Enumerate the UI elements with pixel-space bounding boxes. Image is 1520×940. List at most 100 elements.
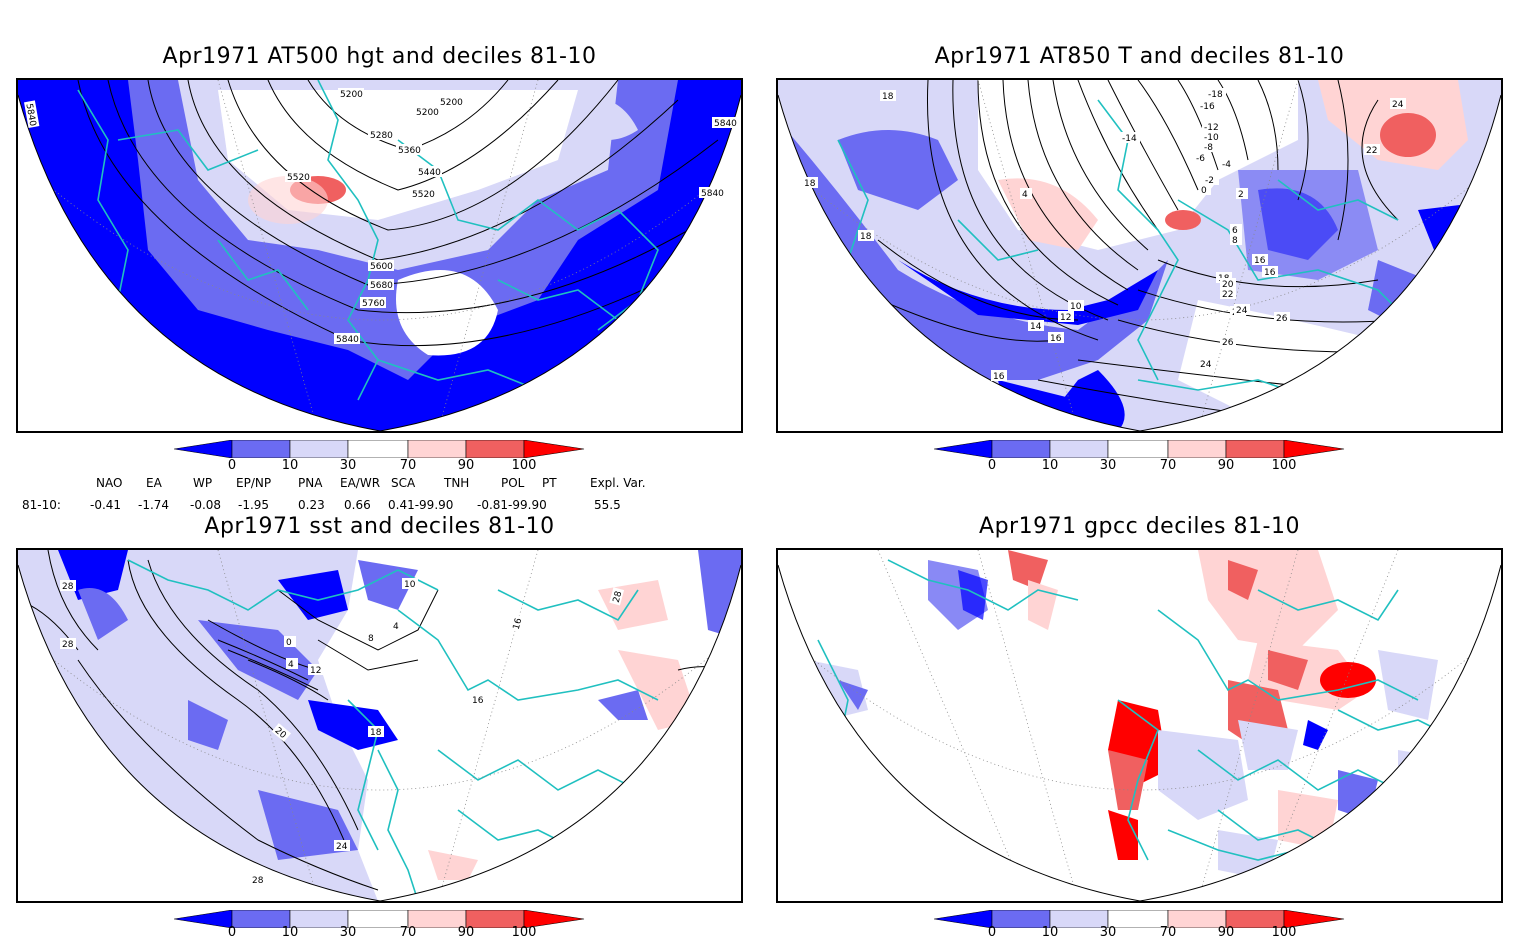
contour-label: -6 [1196,154,1205,164]
contour-label: 16 [472,696,484,706]
contour-label: 28 [62,640,74,650]
index-value: -1.74 [138,498,170,512]
contour-label: 10 [1070,302,1082,312]
colorbar: 0 10 30 70 90 100 [934,440,1348,476]
index-header: TNH [444,476,470,490]
contour-label: 6 [1232,226,1238,236]
contour-label: 5680 [370,281,393,291]
index-row-label: 81-10: [22,498,61,512]
contour-label: -14 [1122,134,1137,144]
index-value: -1.95 [238,498,270,512]
index-header: Expl. Var. [590,476,646,490]
contour-label: 22 [1222,290,1233,300]
contour-label: 5840 [23,103,37,128]
colorbar-label: 70 [399,925,417,940]
contour-label: 12 [1060,313,1071,323]
colorbar-label: 0 [987,458,997,473]
contour-label: 5200 [340,90,363,100]
panel-title-t850: Apr1971 AT850 T and deciles 81-10 [934,44,1345,69]
contour-label: 5840 [701,189,724,199]
contour-label: -18 [1208,90,1223,100]
contour-label: 18 [804,179,816,189]
index-value: 55.5 [594,498,621,512]
contour-label: 16 [1254,256,1266,266]
map-panel-gpcc [776,548,1503,903]
map-panel-hgt500: 5200 5200 5200 5280 5360 5440 5520 5520 … [16,78,743,433]
index-value: -0.08 [190,498,222,512]
index-value: 0.23 [298,498,325,512]
colorbar-label: 90 [457,925,475,940]
index-header: EP/NP [236,476,272,490]
contour-label: -2 [1205,176,1214,186]
colorbar-label: 70 [1159,458,1177,473]
colorbar-label: 30 [1099,925,1117,940]
colorbar: 0 10 30 70 90 100 [934,910,1348,940]
contour-label: 4 [288,660,294,670]
contour-label: 5360 [398,146,421,156]
colorbar-label: 70 [1159,925,1177,940]
contour-label: 5440 [418,168,441,178]
index-value: 0.41-99.90 [388,498,454,512]
contour-label: 8 [368,634,374,644]
contour-label: 10 [404,580,416,590]
colorbar-label: 100 [511,925,537,940]
index-header: WP [193,476,213,490]
colorbar-label: 100 [1271,458,1297,473]
index-value: -0.41 [90,498,122,512]
index-header: NAO [96,476,123,490]
contour-label: 16 [993,372,1005,382]
contour-label: 0 [1201,186,1207,196]
contour-label: 18 [370,728,382,738]
contour-label: 2 [1238,190,1244,200]
colorbar-label: 90 [1217,458,1235,473]
contour-label: 28 [62,582,74,592]
contour-label: -16 [1200,102,1215,112]
colorbar-label: 10 [1041,925,1059,940]
contour-label: 18 [860,232,872,242]
contour-label: 28 [252,876,264,886]
contour-label: 14 [1030,322,1042,332]
contour-label: 24 [1200,360,1212,370]
colorbar-label: 100 [511,458,537,473]
index-header: POL [501,476,525,490]
map-gpcc [778,550,1501,901]
contour-label: 24 [1236,306,1248,316]
map-panel-t850: 18 18 18 -18 -16 -14 -12 -10 -8 -6 -4 -2… [776,78,1503,433]
contour-label: 24 [1392,100,1404,110]
contour-label: 20 [1222,280,1234,290]
colorbar-label: 10 [281,458,299,473]
contour-label: 26 [1276,314,1288,324]
contour-label: 5840 [336,335,359,345]
colorbar-label: 30 [1099,458,1117,473]
index-header: EA [146,476,162,490]
map-sst: 28 28 28 4 8 10 12 16 16 18 20 24 28 0 4 [18,550,741,901]
contour-label: 16 [1050,334,1062,344]
contour-label: 5520 [287,173,310,183]
colorbar-label: 0 [227,925,237,940]
colorbar-label: 0 [227,458,237,473]
colorbar-label: 70 [399,458,417,473]
colorbar-label: 100 [1271,925,1297,940]
colorbar-swatches [174,440,585,458]
colorbar-label: 90 [457,458,475,473]
index-header: EA/WR [340,476,381,490]
contour-label: 16 [512,617,525,631]
colorbar-label: 0 [987,925,997,940]
panel-title-gpcc: Apr1971 gpcc deciles 81-10 [979,514,1300,539]
colorbar-swatches [934,440,1345,458]
contour-label: 0 [286,638,292,648]
contour-label: 5280 [370,131,393,141]
map-hgt500: 5200 5200 5200 5280 5360 5440 5520 5520 … [18,80,741,431]
contour-label: 5760 [362,299,385,309]
contour-label: 26 [1222,338,1234,348]
contour-label: 22 [1366,146,1377,156]
map-panel-sst: 28 28 28 4 8 10 12 16 16 18 20 24 28 0 4 [16,548,743,903]
contour-label: 5600 [370,262,393,272]
colorbar-swatches [174,910,585,928]
contour-label: 24 [336,842,348,852]
colorbar-label: 90 [1217,925,1235,940]
index-value: -0.81-99.90 [477,498,547,512]
contour-label: 8 [1232,236,1238,246]
contour-label: 5200 [416,108,439,118]
contour-label: 5200 [440,98,463,108]
